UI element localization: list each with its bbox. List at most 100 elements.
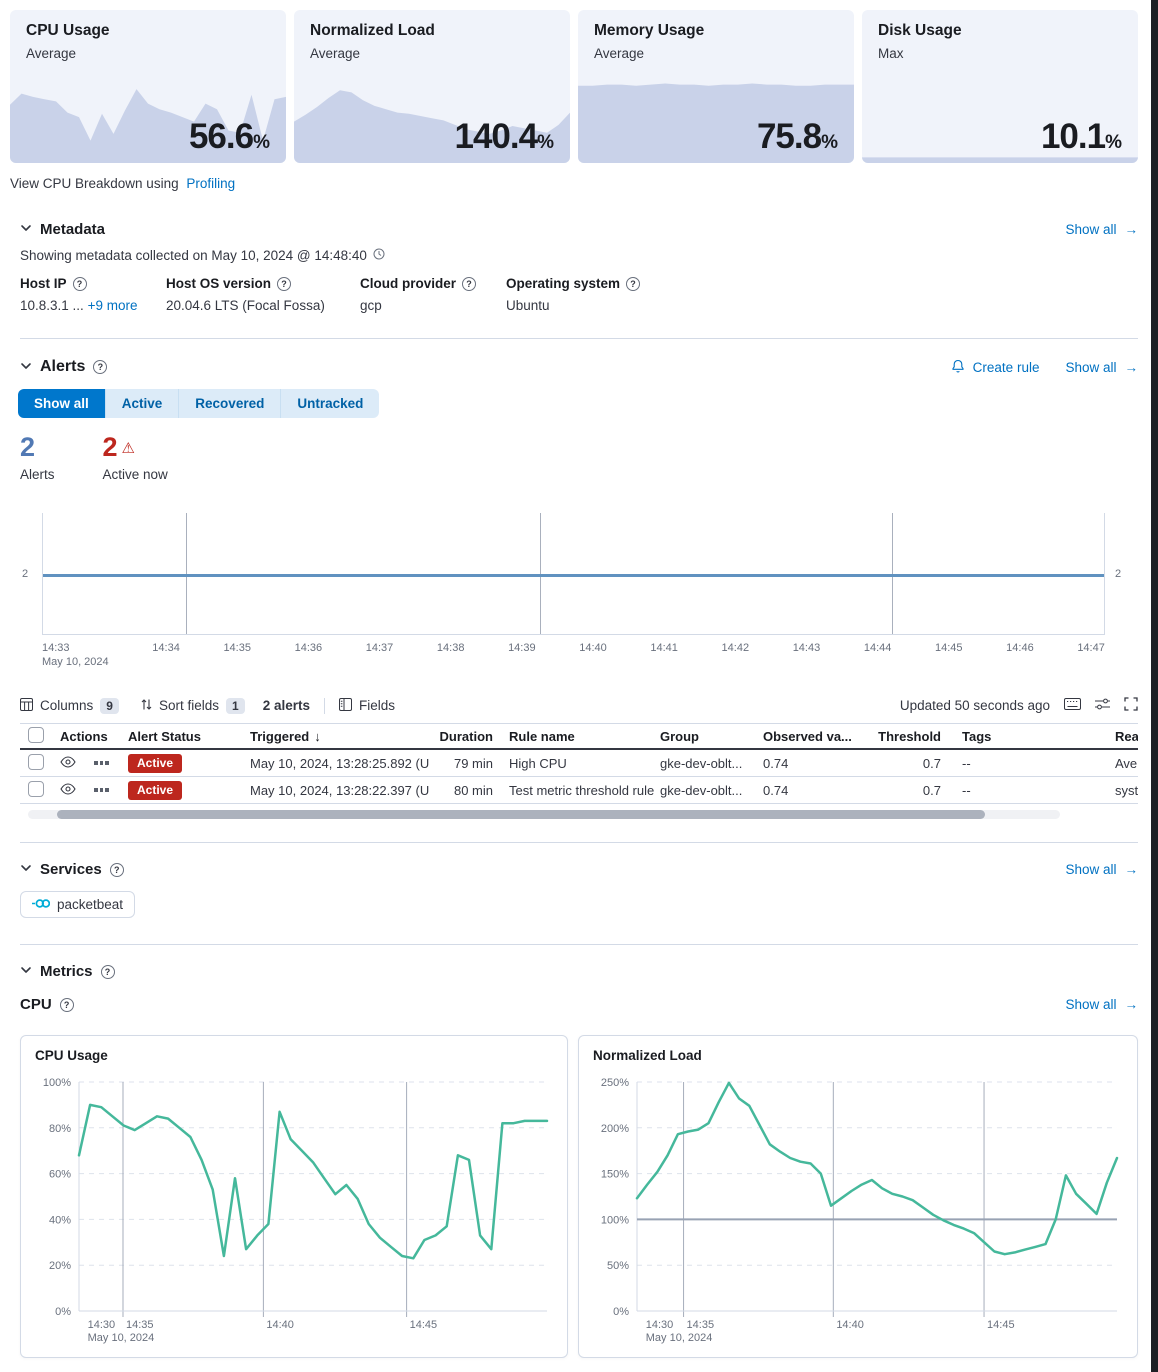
help-icon[interactable]: ?: [72, 276, 87, 291]
normalized-load-chart-card[interactable]: Normalized Load 0% 50% 100% 150% 200% 250% 14:…: [578, 1035, 1138, 1358]
kpi-card-disk-usage[interactable]: Disk Usage Max 10.1%: [862, 10, 1138, 163]
scrollbar-thumb[interactable]: [57, 810, 985, 819]
alerts-show-all-link[interactable]: Show all →: [1065, 359, 1139, 375]
column-header-alert-status[interactable]: Alert Status: [128, 728, 201, 744]
column-header-reason[interactable]: Reason: [1115, 728, 1138, 744]
chart-title: CPU Usage: [35, 1048, 108, 1063]
alerts-stats: 2 Alerts 2 ⚠ Active now: [20, 434, 168, 483]
kpi-title: CPU Usage: [26, 22, 110, 39]
chevron-down-icon[interactable]: [20, 360, 32, 375]
column-header-rule-name[interactable]: Rule name: [509, 728, 575, 744]
column-header-duration[interactable]: Duration: [439, 728, 493, 744]
fields-button[interactable]: Fields: [338, 697, 395, 714]
normalized-load-sparkline: [294, 90, 570, 163]
kpi-subtitle: Average: [594, 46, 645, 61]
arrow-right-icon: →: [1124, 997, 1139, 1012]
help-icon[interactable]: ?: [59, 997, 74, 1012]
triggered-cell: May 10, 2024, 13:28:25.892 (U: [250, 755, 430, 771]
chevron-down-icon[interactable]: [20, 222, 32, 237]
fullscreen-icon[interactable]: [1124, 697, 1138, 714]
metrics-show-all-link[interactable]: Show all →: [1065, 997, 1138, 1012]
help-icon[interactable]: ?: [626, 276, 641, 291]
svg-text:40%: 40%: [49, 1214, 71, 1226]
column-header-triggered[interactable]: Triggered ↓: [250, 728, 321, 744]
profiling-note: View CPU Breakdown using Profiling: [10, 176, 235, 191]
tab-active[interactable]: Active: [105, 389, 180, 418]
chevron-down-icon[interactable]: [20, 964, 32, 979]
status-badge: Active: [128, 753, 183, 773]
kpi-card-memory-usage[interactable]: Memory Usage Average 75.8%: [578, 10, 854, 163]
metadata-show-all-link[interactable]: Show all →: [1065, 222, 1138, 237]
horizontal-scrollbar[interactable]: [28, 810, 1060, 819]
svg-text:0%: 0%: [55, 1306, 71, 1318]
more-actions-icon[interactable]: [94, 761, 109, 765]
timeline-plot-area: [42, 513, 1105, 635]
keyboard-shortcuts-icon[interactable]: [1064, 698, 1081, 713]
alerts-timeline-chart[interactable]: 2 2 14:33 May 10, 2024 14:34 14:35 14:36 14:3…: [20, 513, 1138, 678]
alert-table-row[interactable]: Active May 10, 2024, 13:28:25.892 (U 79 …: [20, 750, 1138, 777]
threshold-cell: 0.7: [922, 755, 941, 771]
row-checkbox[interactable]: [28, 780, 44, 797]
field-value: Ubuntu: [506, 298, 550, 313]
sort-desc-icon: ↓: [314, 728, 321, 744]
view-alert-icon[interactable]: [60, 782, 76, 798]
alert-count-line: [43, 574, 1104, 577]
alerts-active-stat: 2 ⚠ Active now: [103, 434, 168, 483]
chevron-down-icon[interactable]: [20, 862, 32, 877]
metadata-note-text: Showing metadata collected on May 10, 20…: [20, 248, 367, 263]
tab-recovered[interactable]: Recovered: [179, 389, 282, 418]
sort-icon: [141, 698, 152, 714]
svg-text:150%: 150%: [601, 1169, 629, 1181]
svg-text:May 10, 2024: May 10, 2024: [88, 1332, 155, 1344]
fields-icon: [338, 697, 352, 714]
profiling-note-text: View CPU Breakdown using: [10, 176, 179, 191]
help-icon[interactable]: ?: [93, 360, 108, 374]
help-icon[interactable]: ?: [462, 276, 477, 291]
profiling-link[interactable]: Profiling: [186, 176, 236, 191]
reason-cell: Ave: [1115, 755, 1138, 771]
select-all-checkbox[interactable]: [28, 726, 44, 743]
metrics-title: Metrics: [40, 963, 93, 980]
more-ips-link[interactable]: +9 more: [87, 298, 138, 313]
field-label: Host IP: [20, 276, 67, 291]
svg-text:14:40: 14:40: [836, 1319, 864, 1331]
kpi-subtitle: Average: [310, 46, 361, 61]
column-header-group[interactable]: Group: [660, 728, 699, 744]
chart-title: Normalized Load: [593, 1048, 702, 1063]
columns-icon: [20, 697, 33, 714]
sort-fields-button[interactable]: Sort fields 1: [141, 697, 245, 714]
help-icon[interactable]: ?: [100, 964, 115, 979]
x-axis-tick-label: 14:45: [935, 642, 963, 654]
help-icon[interactable]: ?: [109, 862, 124, 877]
kpi-card-normalized-load[interactable]: Normalized Load Average 140.4%: [294, 10, 570, 163]
columns-button[interactable]: Columns 9: [20, 697, 119, 714]
svg-text:60%: 60%: [49, 1169, 71, 1181]
row-checkbox[interactable]: [28, 753, 44, 770]
cpu-usage-chart-card[interactable]: CPU Usage 0% 20% 40% 60% 80% 100% 14:30 May 10,…: [20, 1035, 568, 1358]
help-icon[interactable]: ?: [277, 276, 292, 291]
kpi-title: Memory Usage: [594, 22, 705, 39]
more-actions-icon[interactable]: [94, 788, 109, 792]
column-header-threshold[interactable]: Threshold: [878, 728, 941, 744]
duration-cell: 79 min: [453, 755, 493, 771]
column-header-tags[interactable]: Tags: [962, 728, 992, 744]
column-header-observed-value[interactable]: Observed va...: [763, 728, 852, 744]
x-axis-tick-label: 14:40: [579, 642, 607, 654]
duration-cell: 80 min: [453, 782, 493, 798]
display-options-icon[interactable]: [1095, 698, 1110, 713]
tab-untracked[interactable]: Untracked: [281, 389, 380, 418]
alert-table-row[interactable]: Active May 10, 2024, 13:28:22.397 (U 80 …: [20, 777, 1138, 804]
metadata-field-host-os: Host OS version? 20.04.6 LTS (Focal Foss…: [166, 276, 360, 313]
view-alert-icon[interactable]: [60, 755, 76, 771]
x-axis-tick-label: 14:43: [792, 642, 821, 654]
create-rule-button[interactable]: Create rule: [951, 359, 1039, 376]
arrow-right-icon: →: [1124, 359, 1139, 375]
alerts-header: Alerts ? Create rule Show all →: [20, 358, 1138, 376]
rule-name-cell: Test metric threshold rule: [509, 782, 655, 798]
svg-text:0%: 0%: [613, 1306, 629, 1318]
kpi-card-cpu-usage[interactable]: CPU Usage Average 56.6%: [10, 10, 286, 163]
service-item-packetbeat[interactable]: packetbeat: [20, 891, 136, 918]
tab-show-all[interactable]: Show all: [18, 389, 106, 418]
field-label: Operating system: [506, 276, 621, 291]
services-show-all-link[interactable]: Show all →: [1065, 862, 1138, 877]
